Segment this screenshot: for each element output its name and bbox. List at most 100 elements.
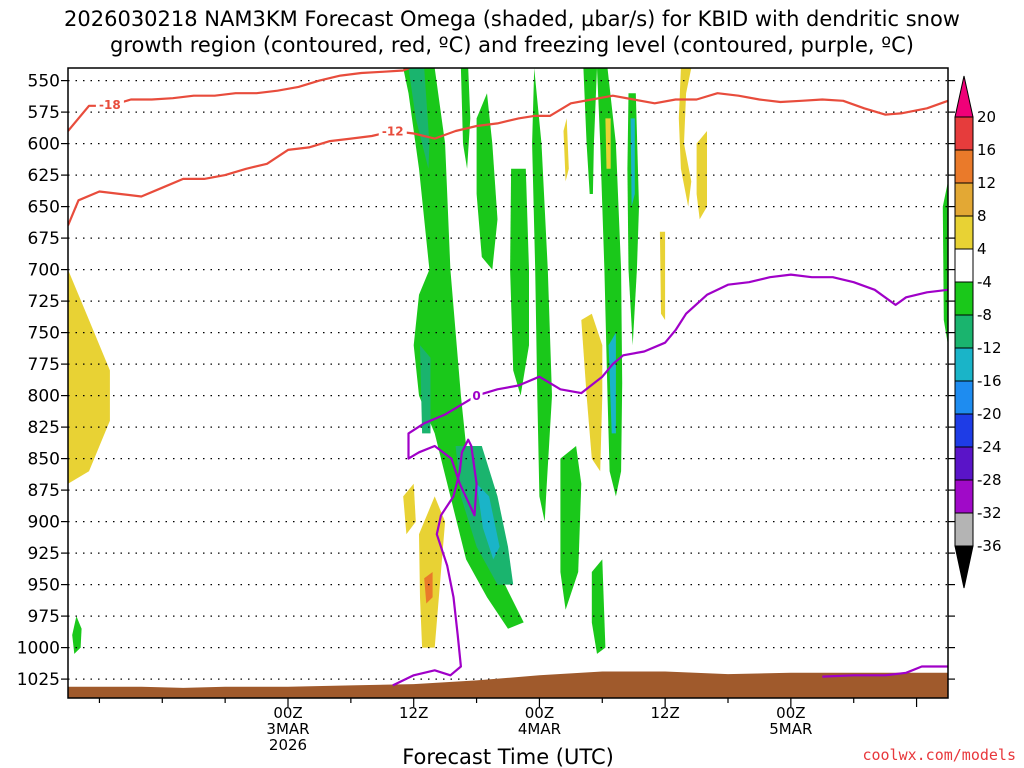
colorbar-label-10: -24 (977, 438, 1002, 456)
ytick-label-975: 975 (28, 607, 60, 627)
xtick-label-0-2: 2026 (269, 736, 307, 754)
omega-region-23 (563, 118, 569, 182)
ytick-label-600: 600 (28, 135, 60, 155)
ytick-label-775: 775 (28, 355, 60, 375)
colorbar-swatch-4 (954, 215, 974, 250)
dgz-contour-0 (68, 68, 410, 132)
colorbar-swatch-1 (954, 116, 974, 151)
colorbar-swatch-9 (954, 380, 974, 415)
colorbar-swatch-7 (954, 314, 974, 349)
frz-contour-3 (822, 665, 948, 678)
ytick-label-925: 925 (28, 544, 60, 564)
ytick-label-725: 725 (28, 292, 60, 312)
dgz-contour-1 (68, 92, 948, 226)
colorbar-swatch-6 (954, 281, 974, 316)
omega-region-1 (72, 616, 82, 654)
ytick-label-825: 825 (28, 418, 60, 438)
colorbar: 20 16 12 8 4 -4 -8 -12 -16 -20 -24 -28 -32 -36 (954, 75, 1002, 589)
omega-region-26 (659, 231, 666, 320)
omega-region-15 (627, 93, 639, 346)
colorbar-swatch-2 (954, 149, 974, 184)
temperature-contours: -18 -12 0 (68, 68, 948, 687)
ytick-label-900: 900 (28, 513, 60, 533)
contour-label-bg-2 (470, 388, 483, 403)
ytick-label-550: 550 (28, 72, 60, 92)
ytick-label-800: 800 (28, 387, 60, 407)
ytick-label-675: 675 (28, 229, 60, 249)
contour-label-0: -18 (99, 98, 121, 112)
colorbar-swatch-8 (954, 347, 974, 382)
xtick-label-4-0: 00Z (776, 704, 805, 722)
omega-region-18 (942, 181, 948, 346)
ytick-label-1025: 1025 (17, 670, 60, 690)
colorbar-swatch-10 (954, 413, 974, 448)
colorbar-label-5: -4 (977, 273, 992, 291)
colorbar-swatch-5 (954, 248, 974, 283)
colorbar-label-2: 12 (977, 174, 996, 192)
colorbar-swatch-12 (954, 479, 974, 514)
colorbar-top-arrow (954, 75, 974, 118)
contour-label-1: -12 (382, 125, 404, 139)
colorbar-label-3: 8 (977, 207, 987, 225)
colorbar-label-7: -12 (977, 339, 1002, 357)
ytick-label-750: 750 (28, 324, 60, 344)
xtick-label-1-0: 12Z (399, 704, 428, 722)
y-axis-pressure: 550 575 600 625 650 675 700 725 750 775 800 825 850 8… (17, 72, 955, 690)
contour-label-bg-1 (378, 124, 407, 138)
omega-region-7 (460, 68, 471, 169)
colorbar-label-12: -32 (977, 504, 1002, 522)
colorbar-swatch-3 (954, 182, 974, 217)
colorbar-label-1: 16 (977, 141, 996, 159)
colorbar-label-9: -20 (977, 405, 1002, 423)
credit-text: coolwx.com/models (862, 746, 1016, 764)
contour-label-2: 0 (472, 389, 480, 403)
omega-region-9 (510, 168, 529, 396)
colorbar-bottom-arrow (954, 545, 974, 589)
colorbar-label-8: -16 (977, 372, 1002, 390)
plot-frame (67, 67, 949, 699)
xtick-label-2-0: 00Z (525, 704, 554, 722)
terrain-fill (68, 671, 948, 698)
ytick-label-950: 950 (28, 576, 60, 596)
ytick-label-875: 875 (28, 481, 60, 501)
ytick-label-1000: 1000 (17, 639, 60, 659)
colorbar-label-11: -28 (977, 471, 1002, 489)
omega-region-20 (419, 496, 446, 648)
omega-region-22 (581, 313, 603, 472)
x-axis-label: Forecast Time (UTC) (402, 745, 614, 768)
ytick-label-850: 850 (28, 450, 60, 470)
xtick-label-0-1: 3MAR (266, 720, 309, 738)
omega-region-14 (608, 332, 616, 434)
colorbar-label-0: 20 (977, 108, 996, 126)
colorbar-label-4: 4 (977, 240, 987, 258)
omega-region-8 (476, 93, 498, 270)
omega-region-24 (678, 68, 692, 207)
omega-region-2 (403, 68, 524, 629)
xtick-label-3-0: 12Z (650, 704, 679, 722)
xtick-label-0-0: 00Z (273, 704, 302, 722)
contour-label-bg-0 (95, 97, 124, 112)
omega-region-10 (532, 68, 552, 522)
xtick-label-4-1: 5MAR (769, 720, 812, 738)
ytick-label-625: 625 (28, 166, 60, 186)
omega-shading (68, 68, 948, 654)
colorbar-label-6: -8 (977, 306, 992, 324)
chart-title-line1: 2026030218 NAM3KM Forecast Omega (shaded… (64, 7, 960, 31)
xtick-label-2-1: 4MAR (518, 720, 561, 738)
omega-region-25 (696, 131, 707, 220)
chart-title-line2: growth region (contoured, red, ºC) and f… (110, 33, 914, 57)
terrain-surface (68, 671, 948, 698)
colorbar-swatch-11 (954, 446, 974, 481)
omega-region-6 (420, 345, 431, 434)
omega-region-16 (630, 118, 635, 207)
colorbar-label-13: -36 (977, 537, 1002, 555)
omega-region-21 (424, 572, 433, 604)
ytick-label-575: 575 (28, 103, 60, 123)
ytick-label-700: 700 (28, 261, 60, 281)
plot-area: -18 -12 0 (68, 68, 948, 698)
colorbar-swatch-13 (954, 512, 974, 547)
omega-region-11 (560, 446, 582, 610)
omega-region-3 (408, 68, 430, 169)
